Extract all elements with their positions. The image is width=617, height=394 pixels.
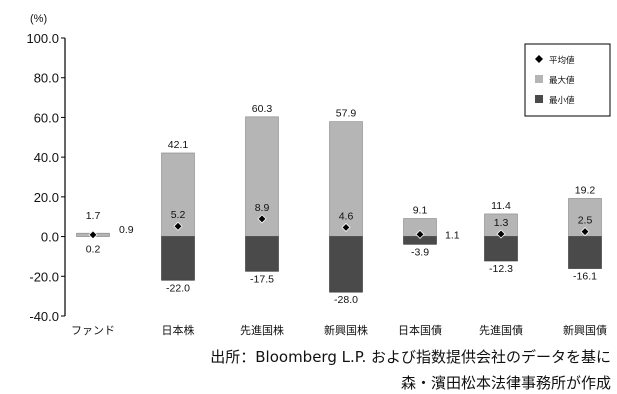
min-value-label: -16.1 — [573, 271, 597, 283]
bar-min — [568, 236, 602, 269]
bar-min — [161, 236, 195, 281]
category-label: 先進国債 — [479, 323, 523, 337]
y-unit-label: (%) — [30, 13, 47, 25]
bar-max — [329, 121, 363, 237]
min-value-label: -22.0 — [166, 282, 190, 294]
max-value-label: 60.3 — [252, 103, 273, 115]
category-label: 先進国株 — [240, 323, 284, 337]
y-tick-label: 20.0 — [34, 190, 59, 205]
avg-value-label: 1.1 — [445, 229, 460, 241]
min-value-label: -28.0 — [334, 294, 358, 306]
y-tick-label: 100.0 — [26, 31, 59, 46]
legend-swatch-min — [535, 95, 543, 103]
min-value-label: -17.5 — [250, 273, 274, 285]
bar-min — [484, 236, 518, 262]
bar-min — [329, 236, 363, 293]
y-tick-label: 60.0 — [34, 110, 59, 125]
avg-value-label: 0.9 — [119, 224, 134, 236]
max-value-label: 57.9 — [336, 108, 357, 120]
y-tick-label: -40.0 — [29, 309, 59, 324]
source-note-line2: 森・濱田松本法律事務所が作成 — [400, 374, 611, 392]
category-label: ファンド — [71, 324, 115, 337]
max-value-label: 42.1 — [168, 139, 189, 151]
min-value-label: -3.9 — [411, 246, 429, 258]
max-value-label: 1.7 — [86, 210, 101, 222]
avg-marker — [496, 229, 506, 239]
bar-min — [245, 236, 279, 272]
max-value-label: 19.2 — [575, 184, 596, 196]
min-value-label: 0.2 — [86, 244, 101, 256]
avg-marker — [257, 214, 267, 224]
y-tick-label: 40.0 — [34, 150, 59, 165]
legend-label-avg: 平均値 — [549, 55, 575, 66]
category-label: 日本国債 — [398, 323, 442, 337]
avg-value-label: 1.3 — [494, 217, 509, 229]
avg-marker — [341, 222, 351, 233]
legend-label-max: 最大値 — [549, 75, 575, 86]
avg-value-label: 5.2 — [171, 209, 186, 221]
legend-swatch-avg — [535, 55, 543, 63]
y-tick-label: 0.0 — [41, 230, 59, 245]
category-label: 日本株 — [162, 323, 195, 337]
avg-value-label: 2.5 — [578, 215, 593, 227]
avg-value-label: 8.9 — [255, 202, 270, 214]
y-axis: (%) 100.0 80.0 60.0 40.0 20.0 0.0 -20.0 -40.0 — [26, 13, 66, 324]
legend-label-min: 最小値 — [549, 95, 575, 106]
avg-marker — [173, 221, 183, 231]
max-value-label: 11.4 — [491, 200, 511, 212]
y-tick-label: -20.0 — [29, 269, 59, 284]
chart: (%) 100.0 80.0 60.0 40.0 20.0 0.0 -20.0 -40.0 ファ… — [26, 13, 611, 337]
bars — [76, 116, 602, 293]
avg-marker — [88, 230, 98, 240]
category-label: 新興国債 — [563, 323, 607, 337]
legend-swatch-max — [535, 75, 543, 83]
min-value-label: -12.3 — [489, 263, 513, 275]
data-labels: ファンド 1.7 0.2 0.9 日本株 42.1 -22.0 5.2 先進国株 60.3 -17.… — [71, 103, 607, 337]
category-label: 新興国株 — [324, 323, 368, 337]
avg-marker — [415, 229, 425, 239]
avg-value-label: 4.6 — [339, 210, 354, 222]
max-value-label: 9.1 — [413, 205, 428, 217]
avg-marker — [580, 227, 590, 237]
y-tick-label: 80.0 — [34, 71, 59, 86]
source-note-line1: 出所：Bloomberg L.P. および指数提供会社のデータを基に — [210, 348, 611, 366]
